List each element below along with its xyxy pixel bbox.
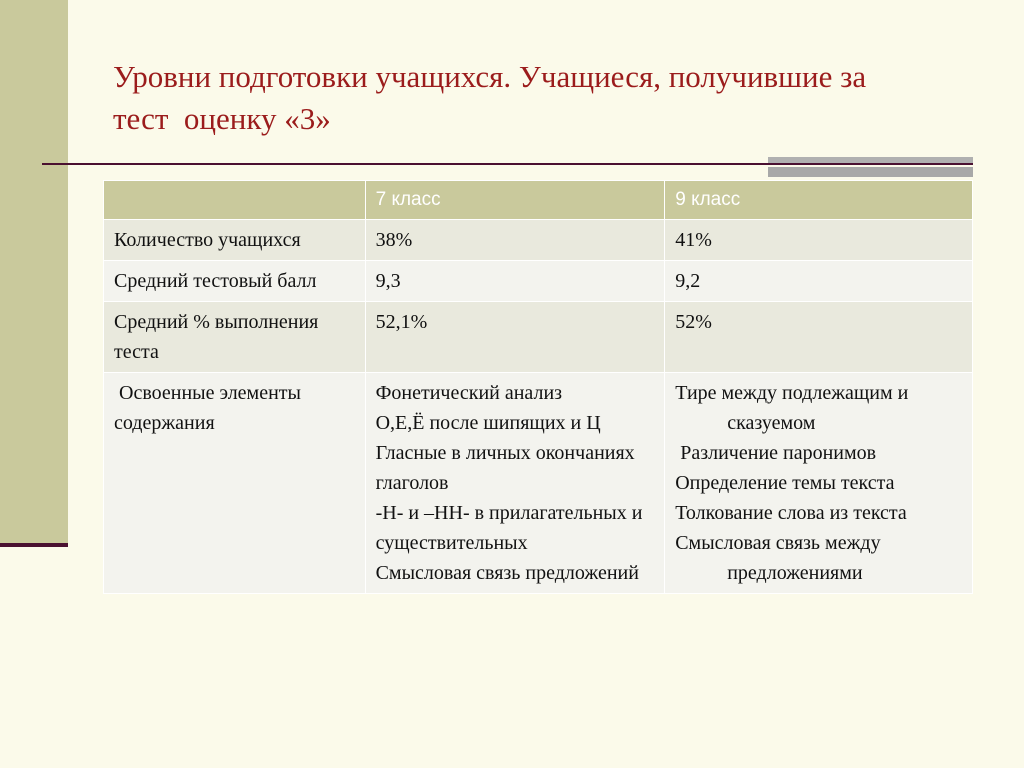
cell-grade-7: 9,3 <box>364 260 666 302</box>
list-item: -Н- и –НН- в прилагательных и существите… <box>375 502 643 554</box>
list-item: Гласные в личных окончаниях глаголов <box>375 442 635 494</box>
table-row: Освоенные элементы содержания Фонетическ… <box>103 372 973 594</box>
list-item: Различение паронимов <box>675 442 877 464</box>
row-label: Средний тестовый балл <box>103 260 366 302</box>
header-empty <box>103 180 366 220</box>
cell-grade-7-list: Фонетический анализ О,Е,Ё после шипящих … <box>364 372 666 594</box>
left-decor-band <box>0 0 68 545</box>
divider-accent-top <box>768 157 973 163</box>
cell-grade-7: 52,1% <box>364 301 666 373</box>
row-label: Освоенные элементы содержания <box>103 372 366 594</box>
list-item: Определение темы текста <box>675 472 895 494</box>
slide-title: Уровни подготовки учащихся. Учащиеся, по… <box>113 59 867 136</box>
list-item: Смысловая связь между предложениями <box>675 532 881 584</box>
list-item: Тире между подлежащим и сказуемом <box>675 382 909 434</box>
results-table: 7 класс 9 класс Количество учащихся 38% … <box>103 180 973 594</box>
cell-grade-7: 38% <box>364 219 666 261</box>
list-item: О,Е,Ё после шипящих и Ц <box>375 412 601 434</box>
list-item: Толкование слова из текста <box>675 502 907 524</box>
list-item: Смысловая связь предложений <box>375 562 639 584</box>
left-decor-line <box>0 543 68 547</box>
divider-accent-bottom <box>768 167 973 177</box>
table-row: Количество учащихся 38% 41% <box>103 219 973 261</box>
row-label: Количество учащихся <box>103 219 366 261</box>
header-grade-7: 7 класс <box>364 180 666 220</box>
header-grade-9: 9 класс <box>664 180 973 220</box>
cell-grade-9: 9,2 <box>664 260 973 302</box>
row-label: Средний % выполнения теста <box>103 301 366 373</box>
table-header-row: 7 класс 9 класс <box>103 180 973 220</box>
cell-grade-9-list: Тире между подлежащим и сказуемом Различ… <box>664 372 973 594</box>
list-item: Фонетический анализ <box>375 382 563 404</box>
cell-grade-9: 41% <box>664 219 973 261</box>
title-divider <box>42 163 973 165</box>
table-row: Средний % выполнения теста 52,1% 52% <box>103 301 973 373</box>
cell-grade-9: 52% <box>664 301 973 373</box>
table-row: Средний тестовый балл 9,3 9,2 <box>103 260 973 302</box>
